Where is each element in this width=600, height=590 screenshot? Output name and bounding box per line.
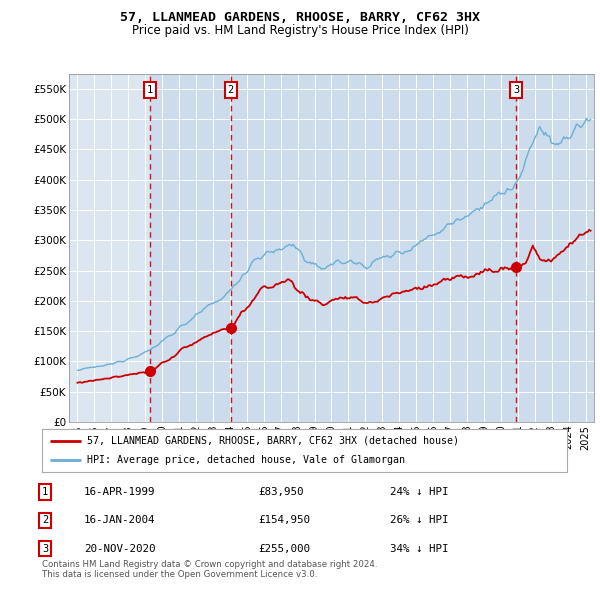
Text: £255,000: £255,000	[258, 544, 310, 553]
Text: 3: 3	[513, 85, 519, 95]
Text: 2: 2	[42, 516, 48, 525]
Text: 1: 1	[147, 85, 153, 95]
Text: 57, LLANMEAD GARDENS, RHOOSE, BARRY, CF62 3HX: 57, LLANMEAD GARDENS, RHOOSE, BARRY, CF6…	[120, 11, 480, 24]
Text: HPI: Average price, detached house, Vale of Glamorgan: HPI: Average price, detached house, Vale…	[86, 455, 404, 466]
Text: 24% ↓ HPI: 24% ↓ HPI	[390, 487, 449, 497]
Text: Contains HM Land Registry data © Crown copyright and database right 2024.
This d: Contains HM Land Registry data © Crown c…	[42, 560, 377, 579]
Text: 3: 3	[42, 544, 48, 553]
Text: Price paid vs. HM Land Registry's House Price Index (HPI): Price paid vs. HM Land Registry's House …	[131, 24, 469, 37]
Text: 2: 2	[227, 85, 233, 95]
Text: £154,950: £154,950	[258, 516, 310, 525]
Bar	[150, 74, 230, 422]
Text: 20-NOV-2020: 20-NOV-2020	[84, 544, 155, 553]
Text: 34% ↓ HPI: 34% ↓ HPI	[390, 544, 449, 553]
Bar	[230, 74, 516, 422]
Bar	[516, 74, 594, 422]
Text: 16-JAN-2004: 16-JAN-2004	[84, 516, 155, 525]
Text: 16-APR-1999: 16-APR-1999	[84, 487, 155, 497]
Text: £83,950: £83,950	[258, 487, 304, 497]
Text: 1: 1	[42, 487, 48, 497]
Text: 57, LLANMEAD GARDENS, RHOOSE, BARRY, CF62 3HX (detached house): 57, LLANMEAD GARDENS, RHOOSE, BARRY, CF6…	[86, 435, 458, 445]
Text: 26% ↓ HPI: 26% ↓ HPI	[390, 516, 449, 525]
